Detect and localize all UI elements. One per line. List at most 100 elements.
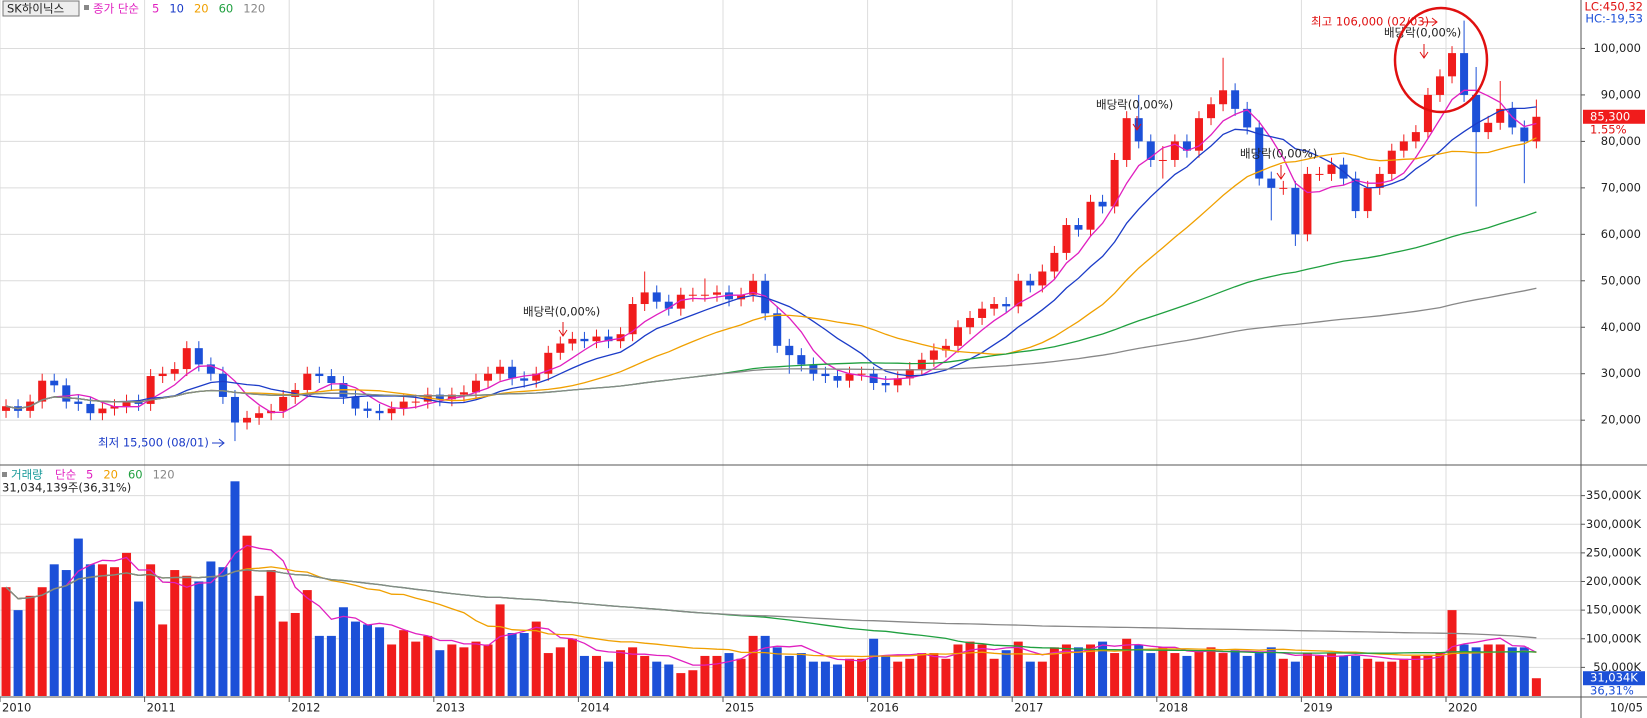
volume-bar	[965, 641, 975, 696]
volume-bar	[1471, 647, 1481, 696]
candle-body	[158, 373, 167, 377]
y-tick-label: 40,000	[1601, 320, 1641, 334]
volume-bar	[941, 658, 951, 696]
candle-body	[1520, 127, 1529, 142]
volume-bar	[1061, 644, 1071, 696]
volume-bar	[170, 570, 180, 696]
volume-bar	[724, 653, 734, 696]
volume-bar	[350, 621, 360, 696]
volume-bar	[1049, 647, 1059, 696]
volume-bar	[507, 633, 517, 696]
candle-body	[447, 394, 456, 400]
volume-bar	[832, 664, 842, 696]
candle-body	[1243, 108, 1252, 128]
candle-body	[1508, 108, 1517, 128]
legend-entry: 120	[243, 2, 265, 16]
candle-body	[1038, 271, 1047, 286]
candle-body	[1484, 122, 1493, 133]
legend-entry: 120	[153, 468, 175, 482]
y-tick-label: 150,000K	[1586, 603, 1642, 617]
legend-entry: 60	[128, 468, 143, 482]
x-tick-label: 2020	[1448, 701, 1477, 715]
volume-bar	[1266, 647, 1276, 696]
volume-bar	[97, 564, 107, 696]
volume-bar	[1290, 661, 1300, 696]
moving-average-line	[5, 106, 1537, 410]
candle-body	[351, 396, 360, 409]
volume-bar	[1531, 678, 1541, 696]
candle-body	[1303, 173, 1312, 235]
candle-body	[86, 403, 95, 414]
candle-body	[411, 401, 420, 403]
candle-body	[688, 294, 697, 296]
annotation-arrow	[1132, 116, 1142, 131]
stock-name[interactable]: SK하이닉스	[7, 2, 64, 16]
candle-body	[773, 313, 782, 346]
volume-bar	[857, 658, 867, 696]
candle-body	[1351, 178, 1360, 212]
volume-bar	[134, 601, 144, 696]
candle-body	[520, 378, 529, 381]
candle-body	[74, 401, 83, 404]
volume-bar	[73, 538, 83, 696]
volume-bar	[929, 653, 939, 696]
volume-bar	[435, 650, 445, 696]
annotation-arrow	[1419, 44, 1429, 59]
moving-average-line	[5, 137, 1537, 410]
volume-bar	[688, 670, 698, 696]
volume-bar	[1459, 644, 1469, 696]
volume-bar	[266, 570, 276, 696]
volume-bar	[1182, 655, 1192, 696]
volume-bar	[483, 644, 493, 696]
volume-bar	[290, 612, 300, 696]
volume-bar	[1339, 655, 1349, 696]
candle-body	[556, 343, 565, 353]
volume-bar	[109, 567, 119, 696]
volume-bar	[977, 644, 987, 696]
candle-body	[471, 380, 480, 393]
candle-body	[484, 373, 493, 381]
volume-bar	[1327, 653, 1337, 696]
candle-body	[676, 294, 685, 309]
stock-name-box[interactable]	[2, 0, 80, 17]
volume-bar	[567, 638, 577, 696]
y-tick-label: 350,000K	[1586, 488, 1642, 502]
last-price-label: 85,300	[1590, 109, 1630, 123]
candle-body	[1110, 159, 1119, 207]
volume-bar	[700, 655, 710, 696]
candle-body	[821, 373, 830, 377]
volume-bar	[1495, 644, 1505, 696]
volume-bar	[893, 661, 903, 696]
candle-body	[146, 376, 155, 404]
candle-body	[1411, 132, 1420, 142]
candle-body	[990, 304, 999, 309]
candle-body	[725, 292, 734, 300]
volume-bar	[555, 647, 565, 696]
legend-entry: 5	[86, 468, 93, 482]
moving-average-line	[5, 569, 1537, 639]
volume-bar	[1073, 647, 1083, 696]
x-tick-label: 2015	[725, 701, 754, 715]
y-tick-label: 20,000	[1601, 413, 1641, 427]
volume-bar	[375, 627, 385, 696]
candle-body	[1375, 173, 1384, 188]
volume-bar	[748, 635, 758, 696]
candle-body	[1363, 187, 1372, 212]
candle-body	[1182, 141, 1191, 151]
candle-body	[966, 317, 975, 328]
dividend-annotation: 배당락(0,00%)	[1384, 26, 1461, 40]
candle-body	[387, 408, 396, 414]
volume-bar	[122, 552, 132, 696]
candle-body	[941, 345, 950, 351]
candle-body	[1267, 178, 1276, 188]
volume-bar	[531, 621, 541, 696]
candle-body	[845, 373, 854, 381]
candle-body	[893, 378, 902, 386]
volume-bar	[423, 635, 433, 696]
candle-body	[134, 401, 143, 404]
candle-body	[1050, 252, 1059, 272]
annotation-arrow	[558, 322, 568, 337]
y-tick-label: 60,000	[1601, 227, 1641, 241]
volume-bar	[953, 644, 963, 696]
volume-bar	[1314, 655, 1324, 696]
